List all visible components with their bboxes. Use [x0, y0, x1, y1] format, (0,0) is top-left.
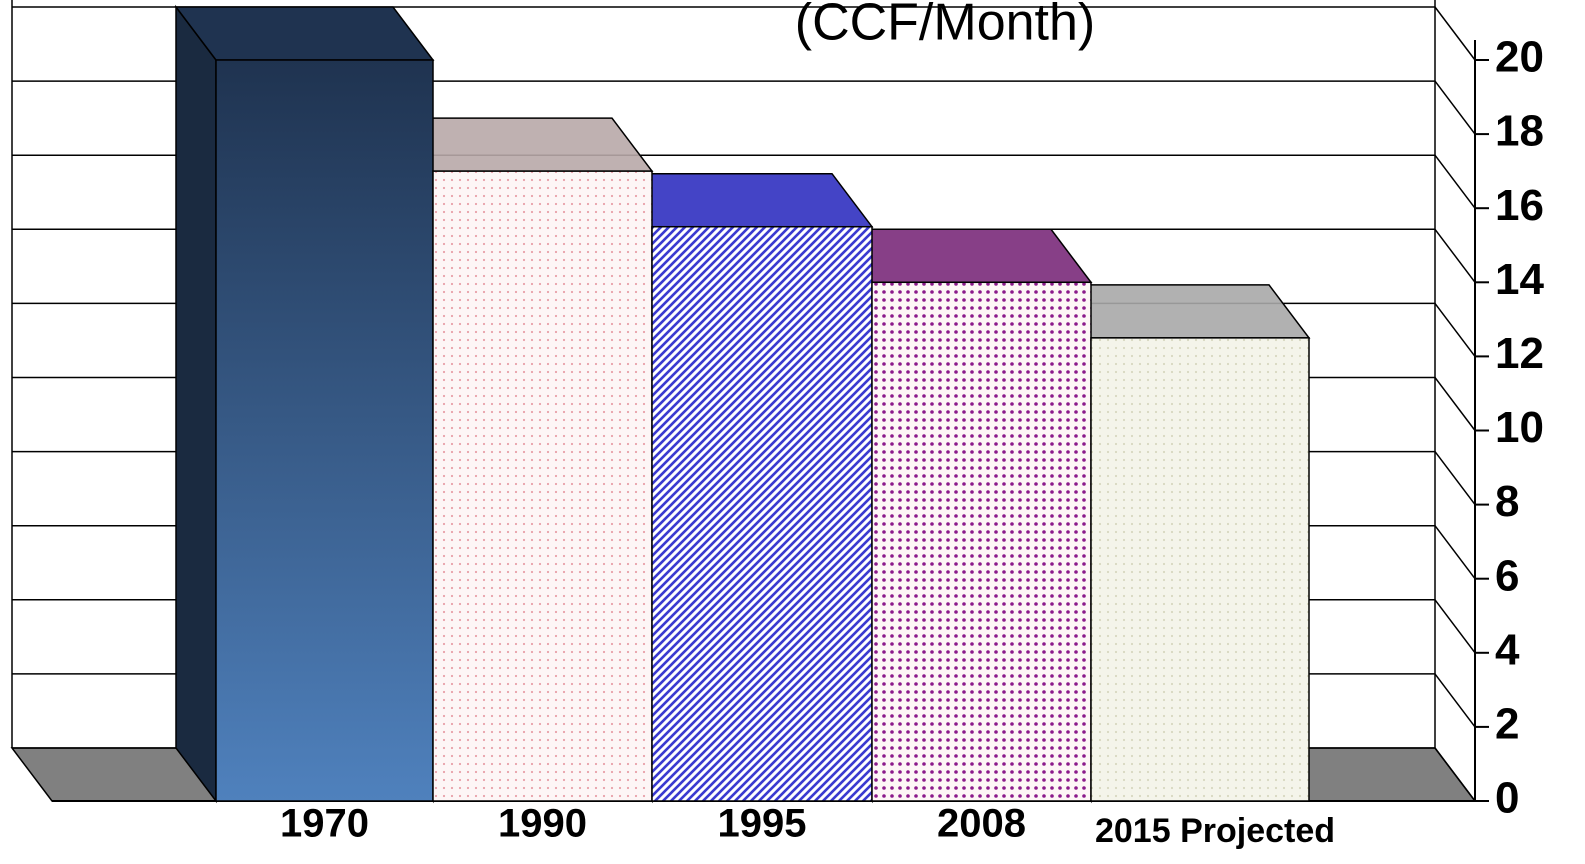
grid-line: [1434, 747, 1476, 802]
x-tick-label: 2008: [937, 802, 1026, 846]
y-tick-label: 16: [1495, 181, 1544, 230]
bar: [215, 59, 434, 802]
grid-line: [1434, 228, 1476, 283]
y-tick-label: 14: [1495, 255, 1544, 304]
grid-line: [1434, 377, 1476, 431]
y-tick-label: 12: [1495, 329, 1544, 378]
bar-top: [174, 6, 435, 61]
x-tick-label: 1990: [498, 802, 587, 846]
y-tick-label: 2: [1495, 700, 1519, 749]
bar: [1090, 337, 1310, 802]
bar: [432, 170, 653, 802]
x-tick-label: 1970: [280, 802, 369, 846]
chart-title: (CCF/Month): [795, 0, 1095, 52]
grid-line: [1434, 6, 1476, 61]
grid-line: [1434, 154, 1476, 209]
y-tick-label: 18: [1495, 107, 1544, 156]
bar: [871, 281, 1092, 802]
y-tick-label: 10: [1495, 403, 1544, 452]
grid-line: [1434, 302, 1476, 357]
y-tick-label: 4: [1495, 625, 1520, 674]
grid-line: [1434, 80, 1476, 135]
x-tick-label: 1995: [718, 802, 807, 846]
grid-line: [1434, 673, 1476, 728]
grid-line: [1434, 451, 1476, 506]
bar: [651, 225, 873, 802]
x-tick-label: 2015 Projected: [1095, 812, 1335, 850]
y-tick-label: 0: [1495, 774, 1519, 823]
y-tick-label: 20: [1495, 33, 1544, 82]
bar-side: [175, 4, 217, 804]
bar-fronts: [215, 59, 1310, 802]
y-tick-label: 8: [1495, 477, 1519, 526]
grid-line: [1434, 525, 1476, 580]
y-tick-label: 6: [1495, 551, 1519, 600]
grid-line: [1434, 599, 1476, 654]
